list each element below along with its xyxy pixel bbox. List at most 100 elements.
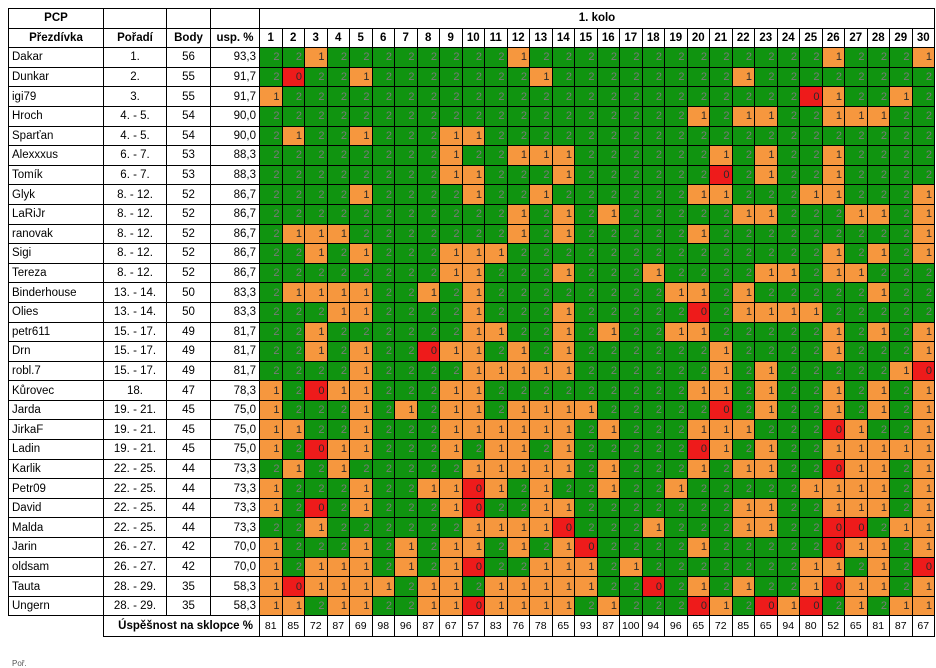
slope-score-cell: 2 (911, 145, 935, 166)
slope-header: 27 (844, 27, 868, 49)
slope-header: 1 (259, 27, 283, 49)
slope-score-cell: 2 (371, 243, 395, 264)
player-nick: Tereza (8, 262, 104, 284)
slope-score-cell: 1 (439, 243, 463, 264)
slope-score-cell: 1 (911, 47, 935, 68)
slope-score-cell: 1 (461, 537, 485, 558)
slope-score-cell: 2 (776, 243, 800, 264)
table-row: Malda 22. - 25. 44 73,3 2 2 1 2 2 2 2 2 2 1 1 1 1 0 2 2 2 1 2 2… (8, 517, 935, 539)
slope-score-cell: 2 (821, 595, 845, 617)
player-success: 86,7 (210, 243, 260, 264)
player-rank: 1. (103, 47, 167, 68)
slope-score-cell: 2 (776, 66, 800, 88)
slope-score-cell: 2 (596, 243, 620, 264)
player-nick: Malda (8, 517, 104, 539)
slope-score-cell: 2 (664, 458, 688, 480)
player-nick: Hroch (8, 105, 104, 127)
slope-score-cell: 2 (844, 399, 868, 421)
slope-score-cell: 1 (529, 184, 553, 205)
slope-score-cell: 1 (776, 301, 800, 323)
slope-score-cell: 1 (506, 145, 530, 166)
slope-score-cell: 1 (506, 419, 530, 441)
slope-score-cell: 2 (259, 164, 283, 186)
slope-score-cell: 0 (821, 576, 845, 597)
slope-score-cell: 1 (304, 47, 328, 68)
slope-score-cell: 1 (866, 105, 890, 127)
slope-score-cell: 2 (799, 243, 823, 264)
slope-score-cell: 2 (439, 86, 463, 107)
slope-score-cell: 2 (371, 595, 395, 617)
slope-score-cell: 1 (349, 243, 373, 264)
slope-score-cell: 2 (754, 86, 778, 107)
slope-success-pct: 83 (484, 615, 508, 638)
player-success: 81,7 (210, 341, 260, 362)
slope-score-cell: 1 (259, 595, 283, 617)
slope-score-cell: 1 (439, 439, 463, 460)
slope-score-cell: 2 (641, 341, 665, 362)
slope-score-cell: 1 (686, 105, 710, 127)
player-rank: 4. - 5. (103, 125, 167, 147)
slope-score-cell: 1 (281, 419, 305, 441)
slope-score-cell: 1 (844, 419, 868, 441)
player-points: 44 (166, 497, 211, 519)
slope-score-cell: 1 (439, 145, 463, 166)
slope-score-cell: 2 (731, 360, 755, 382)
table-row: Kůrovec 18. 47 78,3 1 2 0 1 1 2 2 2 1 1 2 2 2 2 2 2 2 2 2 1 1 2 1 2… (8, 380, 935, 401)
slope-score-cell: 2 (371, 164, 395, 186)
slope-success-pct: 85 (281, 615, 305, 638)
slope-score-cell: 2 (619, 497, 643, 519)
slope-score-cell: 1 (754, 164, 778, 186)
slope-score-cell: 1 (709, 145, 733, 166)
slope-header: 4 (326, 27, 350, 49)
player-points: 54 (166, 125, 211, 147)
slope-score-cell: 2 (574, 105, 598, 127)
slope-score-cell: 1 (529, 517, 553, 539)
slope-score-cell: 2 (574, 223, 598, 245)
player-success: 73,3 (210, 517, 260, 539)
slope-score-cell: 2 (506, 282, 530, 303)
slope-score-cell: 2 (304, 301, 328, 323)
player-points: 45 (166, 439, 211, 460)
slope-score-cell: 2 (439, 203, 463, 225)
slope-score-cell: 2 (326, 341, 350, 362)
player-points: 49 (166, 341, 211, 362)
slope-score-cell: 2 (686, 47, 710, 68)
slope-score-cell: 2 (754, 66, 778, 88)
slope-score-cell: 2 (619, 478, 643, 499)
slope-score-cell: 2 (484, 556, 508, 578)
slope-score-cell: 2 (506, 301, 530, 323)
nick-header: Přezdívka (8, 27, 104, 49)
slope-score-cell: 1 (326, 576, 350, 597)
slope-score-cell: 2 (866, 164, 890, 186)
slope-score-cell: 2 (596, 497, 620, 519)
slope-score-cell: 1 (596, 478, 620, 499)
slope-score-cell: 1 (506, 360, 530, 382)
slope-score-cell: 1 (551, 458, 575, 480)
slope-score-cell: 2 (889, 282, 913, 303)
slope-score-cell: 2 (259, 341, 283, 362)
slope-score-cell: 0 (709, 164, 733, 186)
slope-score-cell: 2 (326, 47, 350, 68)
slope-score-cell: 2 (776, 145, 800, 166)
slope-header: 8 (416, 27, 440, 49)
slope-score-cell: 1 (461, 517, 485, 539)
slope-score-cell: 2 (889, 262, 913, 284)
slope-score-cell: 2 (911, 105, 935, 127)
table-row: LaRiJr 8. - 12. 52 86,7 2 2 2 2 2 2 2 2 2 2 2 1 2 1 2 1 2 2 2 2… (8, 203, 935, 225)
slope-score-cell: 2 (799, 341, 823, 362)
slope-score-cell: 2 (416, 66, 440, 88)
slope-score-cell: 2 (326, 86, 350, 107)
player-success: 73,3 (210, 458, 260, 480)
slope-score-cell: 2 (799, 145, 823, 166)
slope-score-cell: 2 (551, 282, 575, 303)
slope-score-cell: 2 (709, 125, 733, 147)
player-rank: 22. - 25. (103, 458, 167, 480)
slope-score-cell: 2 (416, 458, 440, 480)
slope-score-cell: 1 (506, 537, 530, 558)
slope-score-cell: 2 (619, 105, 643, 127)
slope-score-cell: 2 (754, 47, 778, 68)
slope-score-cell: 2 (304, 86, 328, 107)
slope-score-cell: 2 (889, 321, 913, 343)
slope-score-cell: 2 (394, 243, 418, 264)
slope-score-cell: 1 (844, 478, 868, 499)
